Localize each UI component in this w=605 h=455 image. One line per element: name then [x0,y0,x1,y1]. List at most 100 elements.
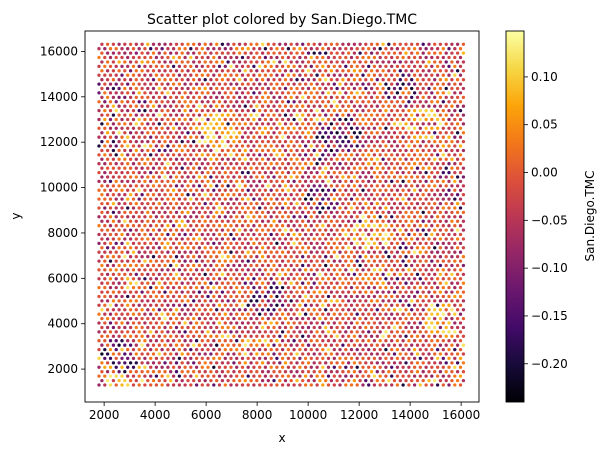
scatter-point [341,325,345,330]
scatter-point [392,246,397,250]
scatter-point [123,272,127,277]
scatter-point [367,91,371,95]
scatter-point [324,343,328,347]
scatter-point [455,228,460,232]
scatter-point [384,144,388,148]
scatter-point [318,378,322,383]
scatter-point [395,374,400,378]
scatter-point [229,347,233,352]
scatter-point [395,179,400,184]
scatter-point [289,157,293,161]
scatter-point [111,352,116,356]
scatter-point [217,294,222,299]
scatter-point [212,100,216,104]
scatter-point [326,241,331,246]
scatter-point [461,255,466,259]
scatter-point [444,219,448,223]
scatter-point [269,188,273,192]
scatter-point [269,117,273,122]
scatter-point [453,188,457,192]
scatter-point [341,69,345,73]
scatter-point [441,206,445,210]
scatter-point [361,73,365,77]
scatter-point [369,272,374,277]
scatter-point [223,100,227,104]
scatter-point [220,60,225,64]
scatter-point [217,100,222,104]
scatter-point [252,91,256,95]
scatter-point [318,343,322,347]
scatter-point [441,285,445,290]
scatter-point [246,303,250,307]
scatter-point [174,308,179,312]
scatter-point [180,334,184,338]
scatter-point [217,232,222,237]
scatter-point [349,250,354,254]
scatter-point [232,157,236,161]
scatter-point [97,268,101,272]
scatter-point [378,162,382,166]
scatter-point [108,162,113,166]
scatter-point [421,316,425,321]
scatter-point [235,82,239,86]
scatter-point [209,237,213,241]
scatter-point [223,356,227,361]
scatter-point [367,73,371,77]
scatter-point [435,55,440,60]
scatter-point [180,131,184,135]
scatter-point [223,268,227,272]
scatter-point [404,370,408,374]
scatter-point [435,330,440,334]
scatter-point [280,108,285,113]
scatter-point [421,334,425,338]
scatter-point [229,374,233,378]
scatter-point [217,330,222,334]
scatter-point [344,170,348,175]
scatter-point [444,281,448,285]
scatter-point [143,374,147,378]
scatter-point [453,241,457,246]
scatter-point [349,82,354,86]
scatter-point [412,241,417,246]
scatter-point [441,250,445,254]
scatter-point [433,334,437,338]
scatter-point [280,126,285,130]
scatter-point [263,224,268,228]
scatter-point [295,325,299,330]
scatter-point [203,157,207,161]
scatter-point [169,316,173,321]
scatter-point [249,272,253,277]
scatter-point [433,272,437,277]
scatter-point [433,361,437,365]
scatter-point [215,255,219,259]
scatter-point [458,64,463,69]
scatter-point [447,285,451,290]
scatter-point [137,55,141,60]
scatter-point [126,330,130,334]
scatter-point [149,241,153,246]
scatter-point [146,219,150,223]
scatter-point [108,135,113,139]
scatter-point [332,374,336,378]
scatter-point [275,294,279,299]
scatter-point [306,131,311,135]
scatter-point [146,272,150,277]
scatter-point [126,232,130,237]
scatter-point [292,179,296,184]
scatter-point [372,321,377,325]
scatter-point [197,361,202,365]
scatter-point [418,321,422,325]
scatter-point [97,162,101,166]
scatter-point [384,259,388,263]
scatter-point [243,157,247,161]
scatter-point [235,153,239,157]
scatter-point [344,374,348,378]
scatter-point [392,316,397,321]
scatter-point [372,241,377,246]
scatter-point [329,113,334,117]
scatter-point [226,184,230,188]
scatter-point [97,224,101,228]
scatter-point [209,113,213,117]
scatter-point [433,122,437,126]
scatter-point [220,334,225,338]
